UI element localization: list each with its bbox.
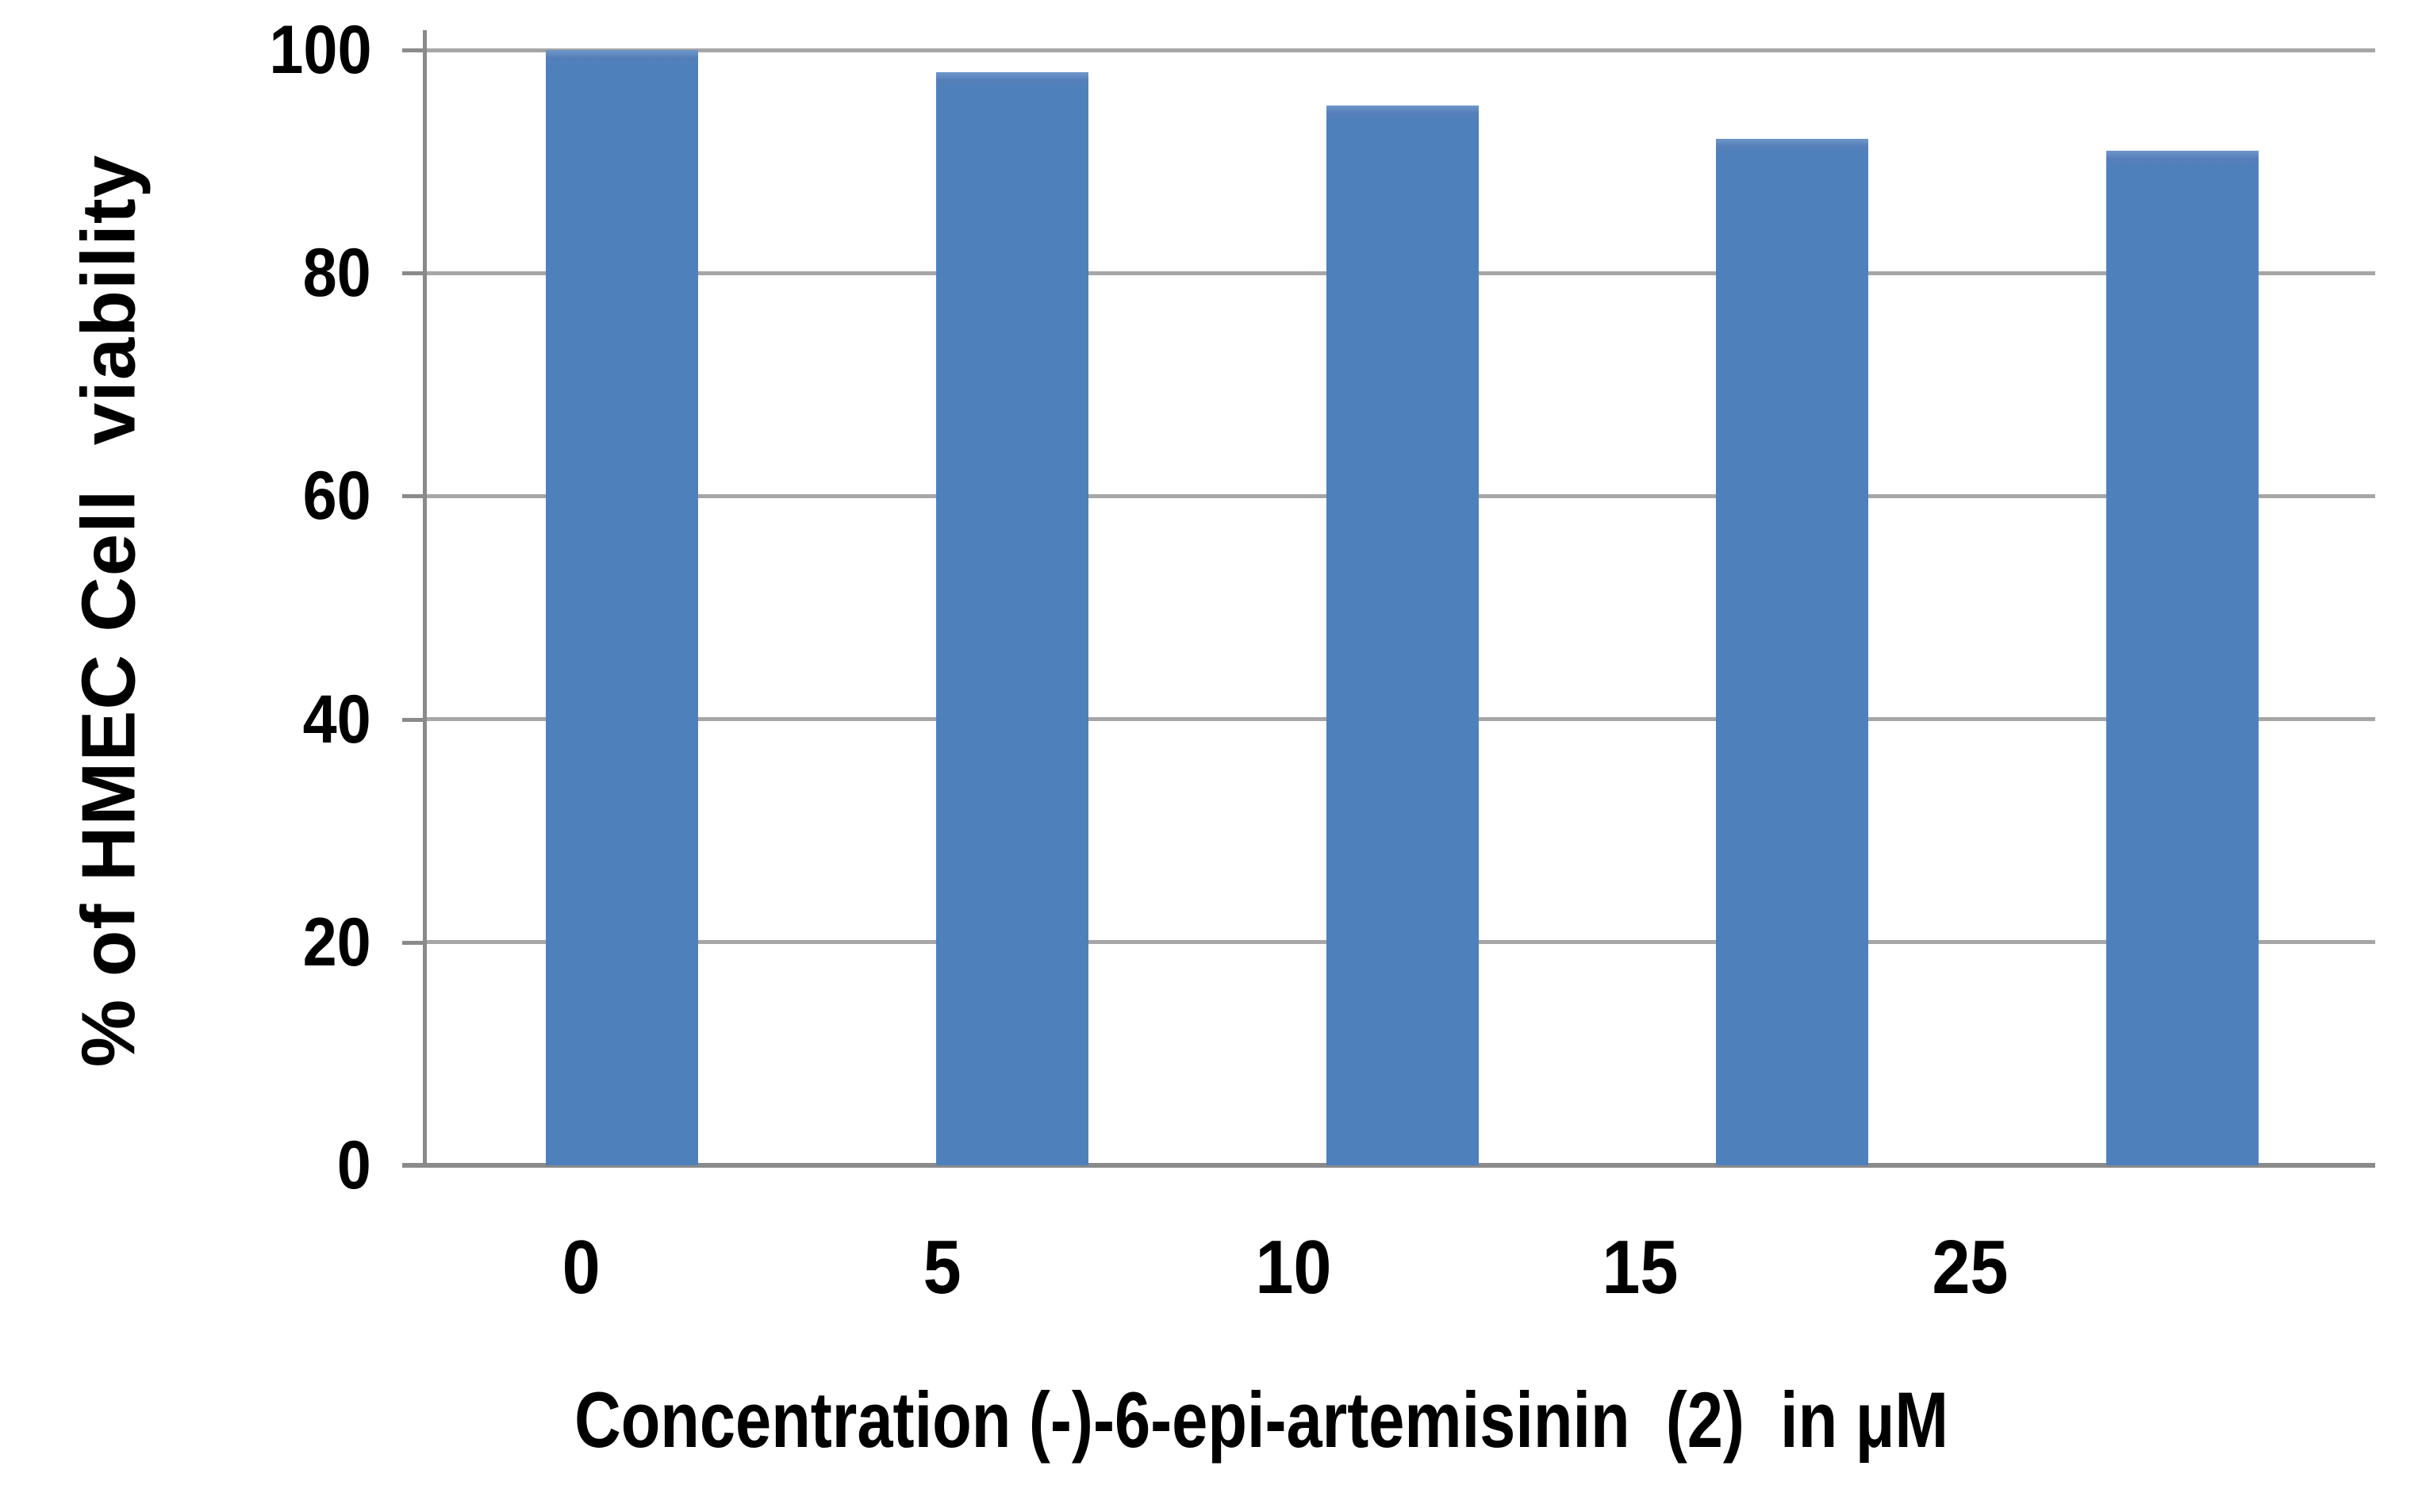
x-tick-label: 15 xyxy=(1481,1222,1798,1314)
y-axis-tick xyxy=(402,718,424,722)
bar-5 xyxy=(936,72,1088,1165)
x-axis-title-text: Concentration (-)-6-epi-artemisinin (2) … xyxy=(574,1376,1948,1464)
y-tick-label: 40 xyxy=(133,676,371,763)
bar-10 xyxy=(1326,106,1479,1165)
y-axis-tick xyxy=(402,941,424,945)
y-tick-label-text: 40 xyxy=(302,681,371,758)
x-tick-label-text: 0 xyxy=(562,1225,601,1310)
x-axis-line xyxy=(402,1163,2375,1168)
y-tick-label: 80 xyxy=(133,229,371,317)
y-tick-label-text: 0 xyxy=(336,1127,371,1203)
y-axis-title: % of HMEC Cell viability xyxy=(29,0,188,1222)
x-tick-label-text: 10 xyxy=(1254,1225,1332,1310)
y-tick-label-text: 100 xyxy=(268,12,371,88)
x-tick-label-text: 25 xyxy=(1931,1225,2009,1310)
y-tick-label-text: 80 xyxy=(302,235,371,311)
y-tick-label-text: 60 xyxy=(302,458,371,534)
bar-25 xyxy=(2106,151,2259,1165)
y-tick-label: 20 xyxy=(133,899,371,986)
y-axis-tick xyxy=(402,271,424,275)
x-tick-label: 5 xyxy=(784,1222,1101,1314)
x-tick-label: 25 xyxy=(1811,1222,2128,1314)
gridline xyxy=(424,48,2375,52)
y-tick-label: 0 xyxy=(133,1122,371,1209)
y-tick-label: 100 xyxy=(133,6,371,94)
x-tick-label-text: 15 xyxy=(1601,1225,1679,1310)
x-axis-title: Concentration (-)-6-epi-artemisinin (2) … xyxy=(0,1375,2422,1465)
x-tick-label: 10 xyxy=(1134,1222,1452,1314)
bar-15 xyxy=(1716,139,1868,1165)
y-axis-tick xyxy=(402,494,424,498)
y-axis-line xyxy=(423,30,427,1168)
y-axis-tick xyxy=(402,48,424,52)
y-tick-label-text: 20 xyxy=(302,904,371,980)
x-tick-label: 0 xyxy=(423,1222,740,1314)
bar-0 xyxy=(546,50,698,1165)
plot-area xyxy=(402,30,2375,1168)
x-tick-label-text: 5 xyxy=(923,1225,962,1310)
y-tick-label: 60 xyxy=(133,452,371,539)
